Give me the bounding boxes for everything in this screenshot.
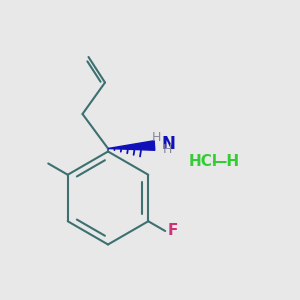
Text: —H: —H xyxy=(212,154,240,169)
Text: H: H xyxy=(151,131,161,144)
Polygon shape xyxy=(108,141,155,150)
Text: HCl: HCl xyxy=(189,154,218,169)
Text: F: F xyxy=(168,224,178,238)
Text: N: N xyxy=(161,135,175,153)
Text: H: H xyxy=(163,143,172,156)
